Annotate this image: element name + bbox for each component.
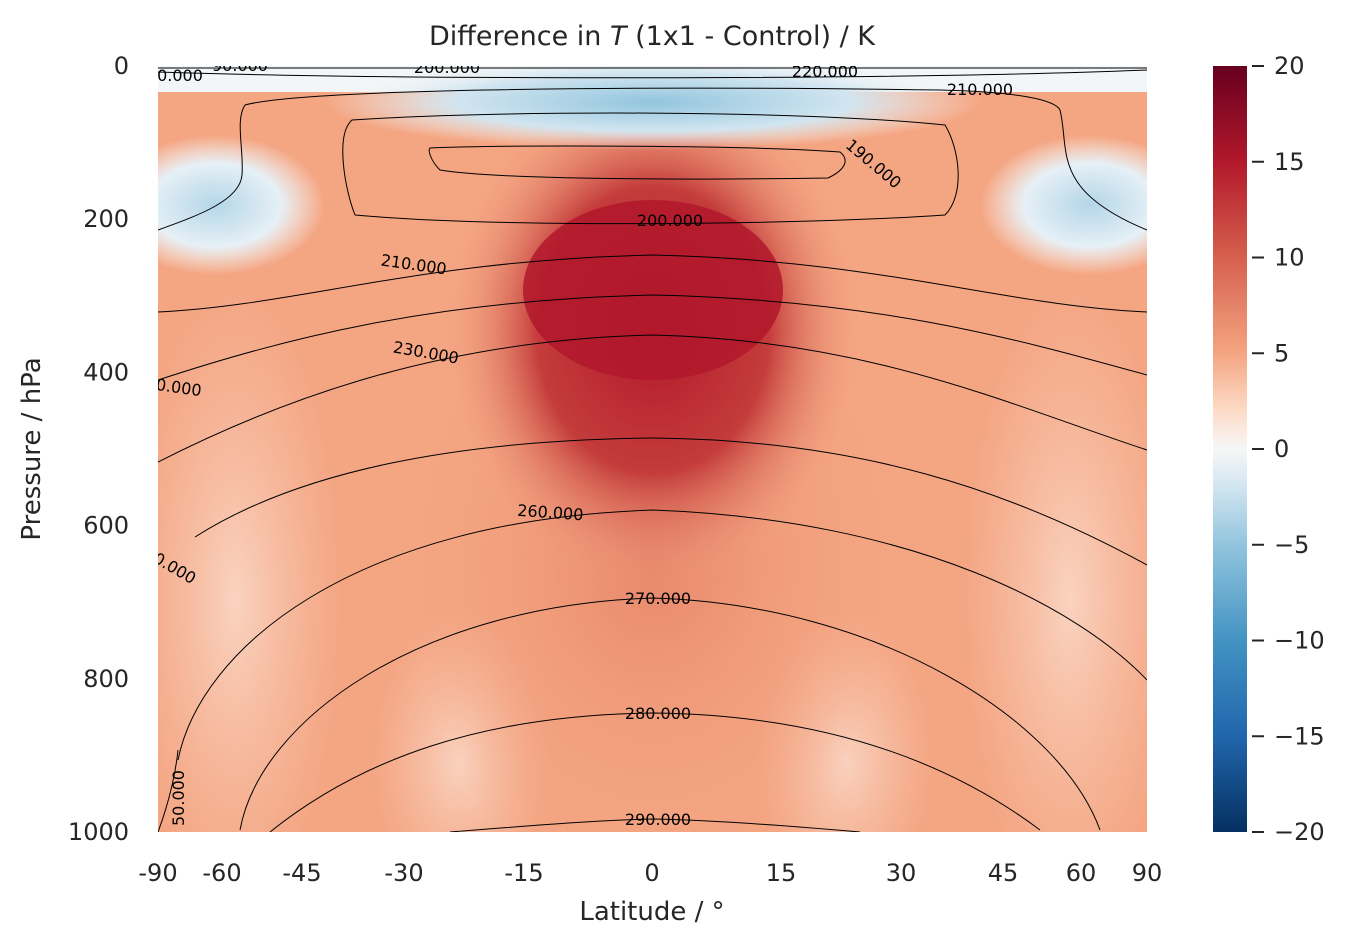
x-tick-labels: -90 -60 -45 -30 -15 0 15 30 45 60 90 xyxy=(138,859,1162,887)
field-warming-core xyxy=(523,200,783,380)
contour-line xyxy=(158,294,1147,381)
x-tick-label: -30 xyxy=(384,859,423,887)
y-tick-label: 200 xyxy=(83,205,129,233)
contour-label: 260.000 xyxy=(517,501,584,525)
y-tick-label: 600 xyxy=(83,512,129,540)
contour-line xyxy=(158,749,179,832)
colorbar-gradient xyxy=(1213,66,1247,832)
colorbar-tick-label: −10 xyxy=(1274,627,1325,655)
contour-line xyxy=(158,87,1147,231)
contour-line xyxy=(158,69,1147,79)
contour-line xyxy=(449,818,861,832)
y-axis-label: Pressure / hPa xyxy=(17,357,47,540)
y-tick-label: 1000 xyxy=(68,818,129,846)
x-tick-label: -15 xyxy=(504,859,543,887)
contour-label: 280.000 xyxy=(625,704,691,723)
contour-label: 290.000 xyxy=(625,810,691,829)
colorbar-tick-label: 0 xyxy=(1274,435,1289,463)
x-tick-label: -45 xyxy=(282,859,321,887)
y-tick-label: 400 xyxy=(83,358,129,386)
field-light-band-south xyxy=(158,280,345,832)
field-light-band-north xyxy=(960,280,1147,832)
contour-line xyxy=(194,437,1147,566)
y-tick-labels: 0 200 400 600 800 1000 xyxy=(68,52,129,846)
x-tick-label: -60 xyxy=(202,859,241,887)
colorbar-tick-label: −20 xyxy=(1274,818,1325,846)
colorbar-tick-label: 10 xyxy=(1274,244,1305,272)
contour-label: 200.000 xyxy=(637,211,703,230)
chart-title: Difference in T (1x1 - Control) / K xyxy=(429,21,876,52)
field-stratospheric-cooling xyxy=(323,66,983,150)
colorbar-ticks: 20 15 10 5 0 −5 −10 −15 −20 xyxy=(1252,52,1325,846)
contour-label: 210.000 xyxy=(947,80,1013,99)
contour-line xyxy=(177,509,1147,761)
x-tick-label: 45 xyxy=(988,859,1019,887)
contour-line xyxy=(428,145,846,180)
contour-label: 220.000 xyxy=(792,62,858,81)
colorbar-tick-label: 20 xyxy=(1274,52,1305,80)
y-tick-label: 0 xyxy=(114,52,129,80)
x-tick-label: -90 xyxy=(138,859,177,887)
x-tick-label: 15 xyxy=(766,859,797,887)
temperature-contours xyxy=(158,67,1147,832)
field-cooling-south xyxy=(158,135,325,275)
contour-line xyxy=(158,254,1147,313)
x-tick-label: 30 xyxy=(886,859,917,887)
colorbar-tick-label: −15 xyxy=(1274,722,1325,750)
x-axis-label: Latitude / ° xyxy=(579,897,724,927)
x-tick-label: 90 xyxy=(1132,859,1163,887)
field-cooling-north xyxy=(980,135,1147,275)
contour-label: 90.000 xyxy=(212,56,268,75)
contour-label: 50.000 xyxy=(169,770,188,826)
y-tick-label: 800 xyxy=(83,665,129,693)
x-tick-label: 60 xyxy=(1066,859,1097,887)
contour-line xyxy=(239,597,1101,831)
colorbar-tick-label: 15 xyxy=(1274,148,1305,176)
contour-label: 200.000 xyxy=(414,58,480,77)
colorbar-tick-label: −5 xyxy=(1274,531,1309,559)
filled-contour-field xyxy=(158,66,1147,832)
x-tick-label: 0 xyxy=(644,859,659,887)
contour-line xyxy=(342,112,959,225)
contour-label: 0.000 xyxy=(157,66,203,85)
contour-label: 270.000 xyxy=(625,589,691,608)
contour-line xyxy=(269,712,1041,832)
colorbar-tick-label: 5 xyxy=(1274,339,1289,367)
contour-line xyxy=(158,334,1147,463)
colorbar: 20 15 10 5 0 −5 −10 −15 −20 xyxy=(1213,52,1325,846)
